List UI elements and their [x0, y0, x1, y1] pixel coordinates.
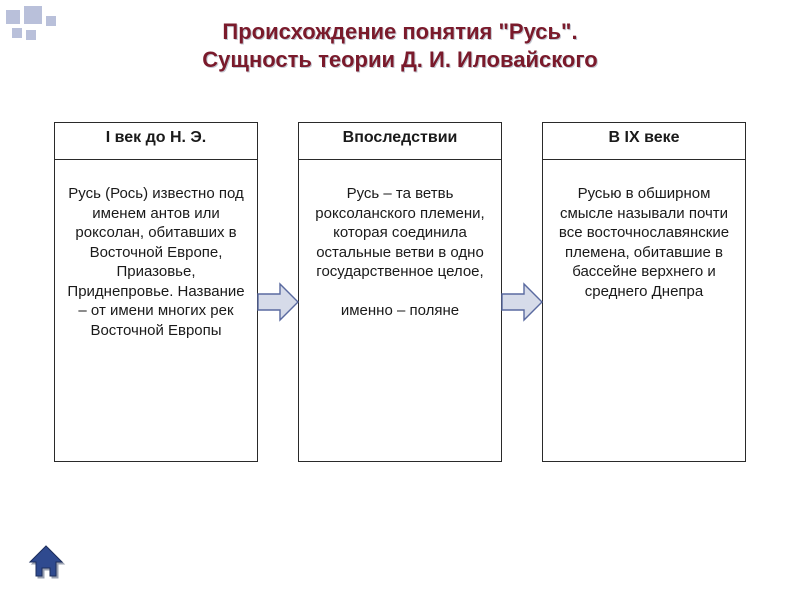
stage-body: Русь – та ветвь роксоланского племени, к… — [298, 160, 502, 462]
stage-header: I век до Н. Э. — [54, 122, 258, 160]
slide-title: Происхождение понятия "Русь". Сущность т… — [0, 18, 800, 73]
title-line-1: Происхождение понятия "Русь". — [0, 18, 800, 46]
stage-header: Впоследствии — [298, 122, 502, 160]
arrow-right-icon — [256, 280, 300, 324]
stage-body: Русь (Рось) известно под именем антов ил… — [54, 160, 258, 462]
title-line-2: Сущность теории Д. И. Иловайского — [0, 46, 800, 74]
arrow-0 — [256, 280, 300, 324]
home-icon — [24, 540, 68, 580]
arrow-1 — [500, 280, 544, 324]
arrow-right-icon — [500, 280, 544, 324]
stage-0: I век до Н. Э.Русь (Рось) известно под и… — [54, 122, 258, 462]
stage-header: В IX веке — [542, 122, 746, 160]
home-button[interactable] — [24, 540, 68, 580]
slide: Происхождение понятия "Русь". Сущность т… — [0, 0, 800, 600]
stage-body: Русью в обширном смысле называли почти в… — [542, 160, 746, 462]
stage-2: В IX векеРусью в обширном смысле называл… — [542, 122, 746, 462]
flow-stages: I век до Н. Э.Русь (Рось) известно под и… — [54, 122, 746, 462]
stage-1: ВпоследствииРусь – та ветвь роксоланског… — [298, 122, 502, 462]
